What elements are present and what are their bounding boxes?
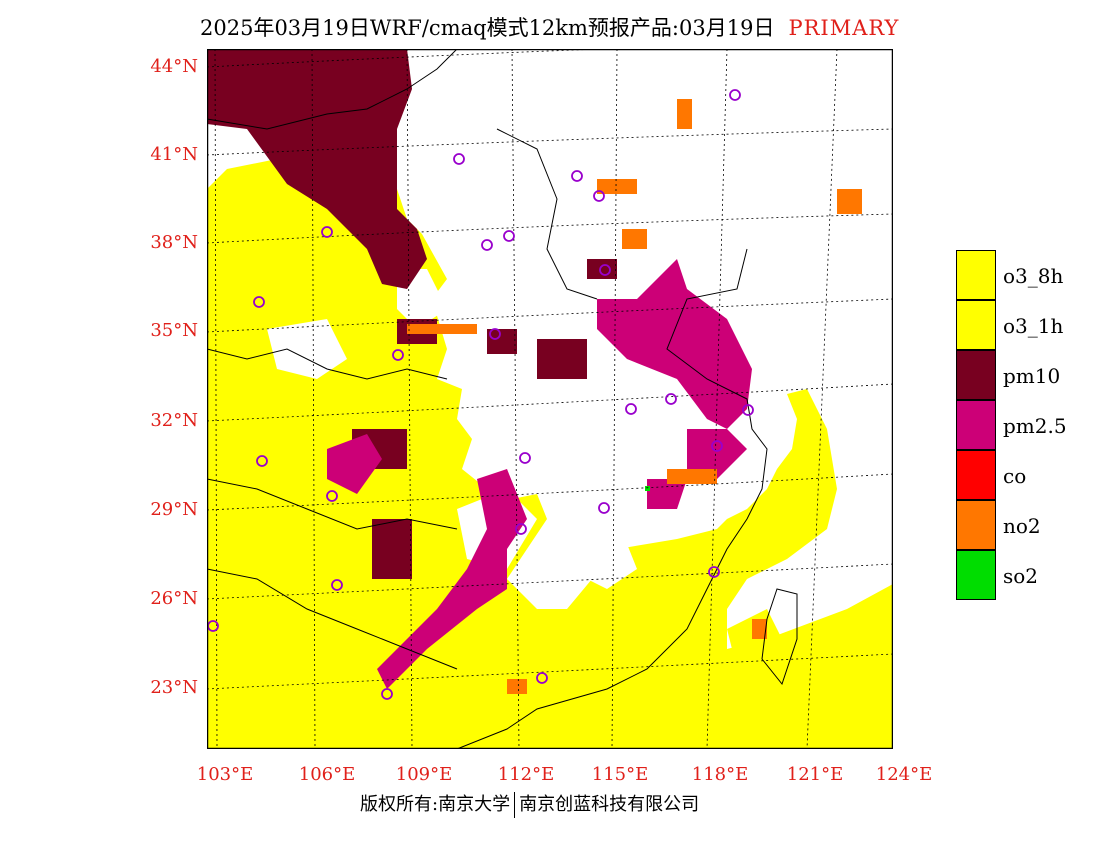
pollutant-map: [207, 49, 893, 749]
legend-label: co: [1003, 464, 1027, 488]
so2-spot: [645, 486, 650, 491]
footer-right: 南京创蓝科技有限公司: [519, 794, 700, 815]
lon-tick-label: 106°E: [298, 764, 356, 785]
lat-tick-label: 32°N: [150, 410, 198, 431]
legend-label: pm2.5: [1003, 414, 1067, 438]
legend-swatch: [956, 300, 996, 350]
lat-tick-label: 29°N: [150, 499, 198, 520]
legend-swatch: [956, 250, 996, 300]
legend-item: so2: [956, 550, 1096, 600]
pm25-areas: [327, 259, 752, 689]
footer-left: 版权所有:南京大学: [360, 794, 511, 815]
boundaries: [207, 49, 798, 749]
legend-item: pm10: [956, 350, 1096, 400]
lon-tick-label: 103°E: [196, 764, 254, 785]
lat-tick-label: 23°N: [150, 677, 198, 698]
title-main: 2025年03月19日WRF/cmaq模式12km预报产品:03月19日: [200, 16, 775, 40]
legend-swatch: [956, 350, 996, 400]
legend-label: no2: [1003, 514, 1041, 538]
pm10-areas: [207, 49, 617, 579]
lat-tick-label: 44°N: [150, 56, 198, 77]
legend-label: o3_8h: [1003, 264, 1064, 288]
legend-label: pm10: [1003, 364, 1061, 388]
lat-tick-label: 35°N: [150, 320, 198, 341]
lon-tick-label: 118°E: [691, 764, 749, 785]
lon-tick-label: 112°E: [497, 764, 555, 785]
legend-item: o3_1h: [956, 300, 1096, 350]
lon-tick-label: 109°E: [395, 764, 453, 785]
map-title: 2025年03月19日WRF/cmaq模式12km预报产品:03月19日 PRIM…: [200, 12, 899, 42]
legend-label: so2: [1003, 564, 1039, 588]
legend-item: o3_8h: [956, 250, 1096, 300]
legend-swatch: [956, 500, 996, 550]
primary-tag: PRIMARY: [788, 16, 900, 40]
legend-label: o3_1h: [1003, 314, 1064, 338]
lat-tick-label: 41°N: [150, 144, 198, 165]
o3-areas: [207, 99, 893, 749]
legend-swatch: [956, 450, 996, 500]
no2-areas: [407, 99, 862, 694]
legend-swatch: [956, 550, 996, 600]
graticule: [207, 49, 893, 749]
legend-item: pm2.5: [956, 400, 1096, 450]
lat-tick-label: 38°N: [150, 232, 198, 253]
lat-tick-label: 26°N: [150, 588, 198, 609]
lon-tick-label: 121°E: [786, 764, 844, 785]
legend-item: co: [956, 450, 1096, 500]
legend-swatch: [956, 400, 996, 450]
city-markers: [207, 89, 754, 700]
legend-item: no2: [956, 500, 1096, 550]
footer-separator: [514, 792, 516, 818]
lon-tick-label: 115°E: [591, 764, 649, 785]
lon-tick-label: 124°E: [875, 764, 933, 785]
footer: 版权所有:南京大学 南京创蓝科技有限公司: [360, 790, 699, 818]
